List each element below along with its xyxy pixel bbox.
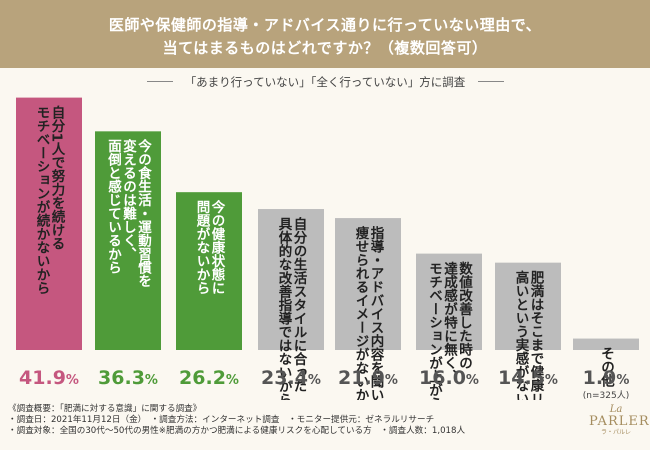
bar-label-line: 今の食生活・運動習慣を <box>135 138 153 288</box>
footer-line-3: ・調査対象：全国の30代〜50代の男性※肥満の方かつ肥満による健康リスクを心配し… <box>8 426 466 436</box>
bar-label-line: 達成感が特に無く、 <box>441 260 458 383</box>
bar-3 <box>176 192 242 350</box>
bar-label-line: 自分1人で努力を続ける <box>49 104 66 250</box>
footer-line-2: ・調査日：2021年11月12日（金） ・調査方法：インターネット調査 ・モニタ… <box>8 415 435 425</box>
bar-label-8: その他 <box>598 347 616 389</box>
bar-label-line: その他 <box>598 347 616 389</box>
subtitle-lead-left <box>147 81 173 82</box>
value-label-2: 36.3% <box>98 367 158 389</box>
bar-4 <box>258 209 324 350</box>
value-label-8: 1.9% <box>583 367 630 389</box>
bar-label-line: 今の健康状態に <box>209 199 226 295</box>
bar-8 <box>573 338 639 350</box>
bar-5 <box>335 218 401 350</box>
bar-label-line: 数値改善した時の <box>456 260 474 370</box>
bar-label-line: 肥満はそこまで健康リスクが <box>528 271 545 400</box>
brand-logo: La PARLER ラ・パルレ <box>589 404 650 437</box>
bar-label-line: 高いという実感がないから <box>513 270 530 400</box>
bar-6 <box>416 253 482 350</box>
bar-label-line: 面倒と感じているから <box>105 139 123 275</box>
bar-label-line: モチベーションが続かないから <box>34 106 51 295</box>
logo-script: La <box>609 404 623 415</box>
survey-footer: 《調査概要：「肥満に対する意識」に関する調査》 ・調査日：2021年11月12日… <box>8 404 465 437</box>
value-label-3: 26.2% <box>179 367 239 389</box>
bar-label-line: 問題がないから <box>194 200 211 295</box>
value-label-6: 16.0% <box>419 367 479 389</box>
title-line-1: 医師や保健師の指導・アドバイス通りに行っていない理由で、 <box>108 16 542 34</box>
footer-line-1: 《調査概要：「肥満に対する意識」に関する調査》 <box>8 404 202 414</box>
bar-label-line: 自分の生活スタイルに合った <box>291 216 308 393</box>
title-line-2: 当てはまるものはどれですか？（複数回答可） <box>162 39 488 57</box>
logo-wordmark: PARLER <box>589 414 650 429</box>
value-label-7: 14.5% <box>498 367 558 389</box>
title-banner: 医師や保健師の指導・アドバイス通りに行っていない理由で、 当てはまるものはどれで… <box>0 0 650 68</box>
value-label-5: 21.9% <box>338 367 398 389</box>
bar-label-line: 変えるのは難しく、 <box>120 138 137 261</box>
value-label-1: 41.9% <box>19 367 79 389</box>
chart-subtitle: 「あまり行っていない」「全く行っていない」方に調査 <box>184 75 466 89</box>
bar-label-line: モチベーションが上がらないから <box>426 262 443 400</box>
bar-label-line: 指導・アドバイス内容を聞いて、 <box>368 225 386 400</box>
value-label-4: 23.4% <box>261 367 321 389</box>
logo-subtext: ラ・パルレ <box>600 429 631 436</box>
bar-7 <box>495 262 561 350</box>
bar-2 <box>95 131 161 350</box>
bar-label-5: 指導・アドバイス内容を聞いて、痩せられるイメージがないから <box>353 225 386 400</box>
bar-label-line: 痩せられるイメージがないから <box>353 225 370 400</box>
sample-note: (n=325人) <box>583 390 629 400</box>
bar-label-line: 具体的な改善指導ではないから <box>276 217 294 400</box>
bar-1 <box>16 97 82 350</box>
subtitle-lead-right <box>478 81 504 82</box>
